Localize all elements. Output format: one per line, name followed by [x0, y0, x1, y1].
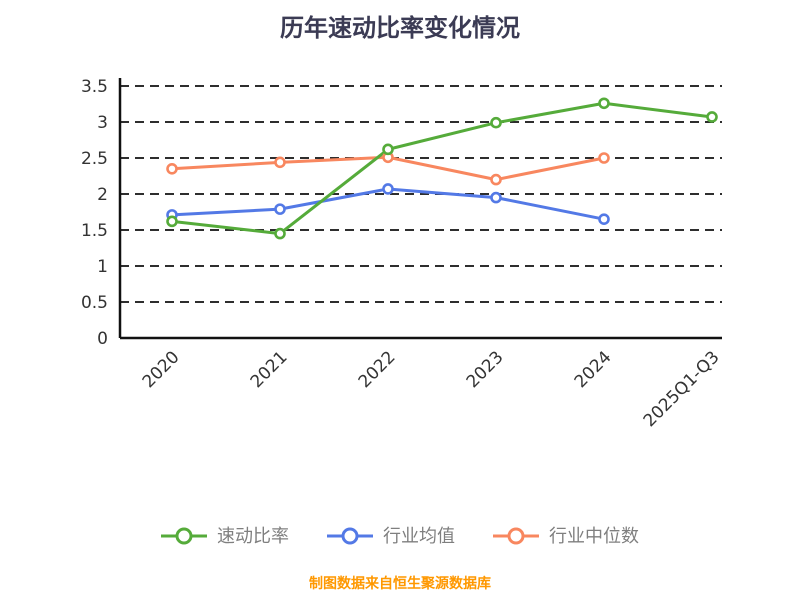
data-point [166, 163, 178, 175]
y-tick-label: 0 [97, 329, 108, 349]
data-point [490, 116, 502, 129]
data-point [490, 173, 502, 186]
x-axis-label: 2023 [463, 347, 508, 392]
data-point [382, 143, 394, 156]
data-source-note: 制图数据来自恒生聚源数据库 [309, 575, 491, 592]
legend-item: 速动比率 [161, 526, 289, 547]
chart-title: 历年速动比率变化情况 [280, 14, 520, 42]
y-tick-label: 0.5 [81, 293, 108, 313]
chart-legend: 速动比率 行业均值 行业中位数 [161, 526, 639, 547]
x-axis-label: 2025Q1-Q3 [640, 347, 724, 431]
y-tick-label: 1.5 [81, 221, 108, 241]
legend-item: 行业均值 [327, 526, 455, 547]
legend-marker-icon [341, 527, 359, 545]
x-axis-label: 2021 [247, 347, 292, 392]
data-point [706, 111, 718, 123]
legend-marker-icon [175, 527, 193, 545]
legend-item: 行业中位数 [493, 526, 639, 547]
series-line-0 [170, 101, 714, 236]
y-tick-label: 1 [97, 257, 108, 277]
x-axis-label: 2022 [355, 347, 400, 392]
data-point [598, 152, 610, 164]
legend-label: 行业中位数 [549, 526, 639, 547]
y-tick-label: 3.5 [81, 77, 108, 97]
x-axis-label: 2020 [139, 347, 184, 392]
y-tick-label: 2 [97, 185, 108, 205]
data-point [274, 203, 286, 215]
legend-label: 速动比率 [217, 526, 289, 547]
x-axis-label: 2024 [571, 347, 616, 392]
data-point [274, 227, 286, 240]
plot-area: 0 0.5 1 1.5 2 2.5 3 3.5 2020 2021 2022 2023 2024 2025… [81, 77, 724, 431]
y-tick-label: 3 [97, 113, 108, 133]
data-point [598, 97, 610, 110]
y-tick-label: 2.5 [81, 149, 108, 169]
data-point [598, 213, 610, 225]
data-point [490, 191, 502, 204]
legend-marker-icon [507, 527, 525, 545]
data-point [382, 183, 394, 195]
legend-label: 行业均值 [383, 526, 455, 547]
data-point [166, 215, 178, 228]
data-point [274, 156, 286, 169]
